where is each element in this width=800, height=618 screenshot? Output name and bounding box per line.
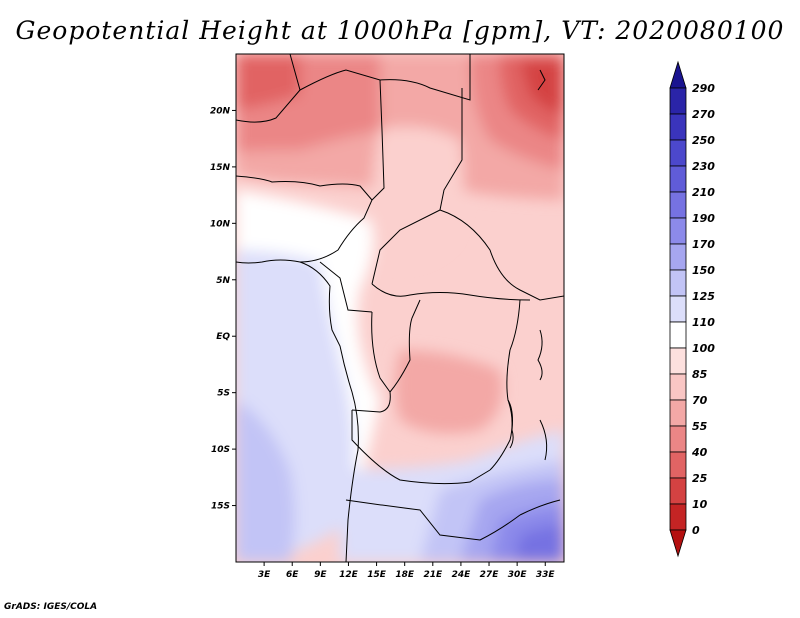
colorbar-band <box>669 321 687 349</box>
colorbar-band <box>669 425 687 453</box>
colorbar-label: 210 <box>692 186 715 199</box>
colorbar-band <box>669 503 687 531</box>
y-tick-label: 5S <box>217 389 230 399</box>
y-tick-label: 10N <box>210 219 231 229</box>
border-zimbabwe <box>519 499 561 516</box>
coastline-west-africa <box>236 175 373 264</box>
field-ocean-mid <box>236 400 295 562</box>
coastline-atlantic <box>299 261 359 562</box>
colorbar-label: 85 <box>692 368 708 381</box>
x-tick-label: 21E <box>423 570 443 580</box>
coast-red-sea <box>537 69 546 91</box>
x-tick-label: 6E <box>286 570 299 580</box>
y-tick-label: 15S <box>211 502 230 512</box>
colorbar-label: 190 <box>692 212 715 225</box>
x-axis: 3E 6E 9E 12E 15E 18E 21E 24E 27E 30E 33E <box>258 562 556 580</box>
colorbar-label: 0 <box>692 524 700 537</box>
colorbar-label: 170 <box>692 238 715 251</box>
y-tick-label: 15N <box>210 163 231 173</box>
colorbar-band <box>669 269 687 297</box>
colorbar-band <box>669 139 687 167</box>
border-car-drc <box>371 283 531 301</box>
field-central-light <box>372 126 464 263</box>
colorbar-label: 40 <box>691 446 708 459</box>
colorbar-label: 230 <box>692 160 715 173</box>
colorbar-label: 10 <box>692 498 708 511</box>
colorbar-label: 110 <box>692 316 715 329</box>
x-tick-label: 3E <box>258 570 271 580</box>
colorbar-band <box>669 295 687 323</box>
colorbar-band <box>669 165 687 193</box>
x-tick-label: 18E <box>395 570 415 580</box>
colorbar: 2902702502302101901701501251101008570554… <box>669 60 715 558</box>
x-tick-label: 27E <box>480 570 500 580</box>
field-congo-low <box>395 350 503 434</box>
colorbar-label: 270 <box>692 108 715 121</box>
colorbar-band <box>669 243 687 271</box>
colorbar-label: 100 <box>692 342 715 355</box>
x-tick-label: 24E <box>452 570 472 580</box>
colorbar-band <box>669 477 687 505</box>
border-angola-zambia <box>351 410 491 485</box>
colorbar-band <box>669 373 687 401</box>
colorbar-band <box>669 87 687 115</box>
colorbar-label: 150 <box>692 264 715 277</box>
colorbar-label: 290 <box>692 82 715 95</box>
colorbar-band <box>669 399 687 427</box>
colorbar-label: 125 <box>692 290 715 303</box>
border-drc-west <box>389 299 421 393</box>
x-tick-label: 15E <box>367 570 387 580</box>
field-ne-max <box>520 60 564 115</box>
colorbar-band <box>669 191 687 219</box>
colorbar-label: 250 <box>692 134 715 147</box>
y-tick-label: 10S <box>211 445 230 455</box>
map-title: Geopotential Height at 1000hPa [gpm], VT… <box>15 16 785 45</box>
y-axis: 20N 15N 10N 5N EQ 5S 10S 15S <box>210 106 236 512</box>
colorbar-band <box>669 113 687 141</box>
colorbar-top-triangle <box>669 60 687 89</box>
colorbar-band <box>669 451 687 479</box>
colorbar-band <box>669 347 687 375</box>
colorbar-label: 70 <box>692 394 708 407</box>
border-niger-chad <box>371 79 385 201</box>
x-tick-label: 30E <box>508 570 528 580</box>
colorbar-band <box>669 217 687 245</box>
x-tick-label: 33E <box>536 570 556 580</box>
border-namibia-botswana <box>345 499 521 541</box>
x-tick-label: 12E <box>339 570 359 580</box>
colorbar-label: 55 <box>692 420 708 433</box>
border-congo <box>351 311 391 413</box>
lake-malawi <box>539 419 548 461</box>
colorbar-label: 25 <box>692 472 708 485</box>
border-mali <box>236 89 301 123</box>
field-nw-core <box>236 54 300 110</box>
field-se-core <box>515 525 564 562</box>
border-car-sudan <box>439 209 564 301</box>
geopotential-field <box>236 54 564 562</box>
map-frame <box>235 53 565 563</box>
border-cameroon <box>319 261 373 313</box>
y-tick-label: 5N <box>216 276 230 286</box>
borders <box>236 54 564 562</box>
footer-credit: GrADS: IGES/COLA <box>4 602 98 612</box>
lake-tanganyika <box>507 399 514 449</box>
colorbar-bottom-triangle <box>669 529 687 558</box>
y-tick-label: 20N <box>210 106 231 116</box>
x-tick-label: 9E <box>314 570 327 580</box>
y-tick-label: EQ <box>216 332 230 342</box>
lake-victoria <box>537 329 543 381</box>
